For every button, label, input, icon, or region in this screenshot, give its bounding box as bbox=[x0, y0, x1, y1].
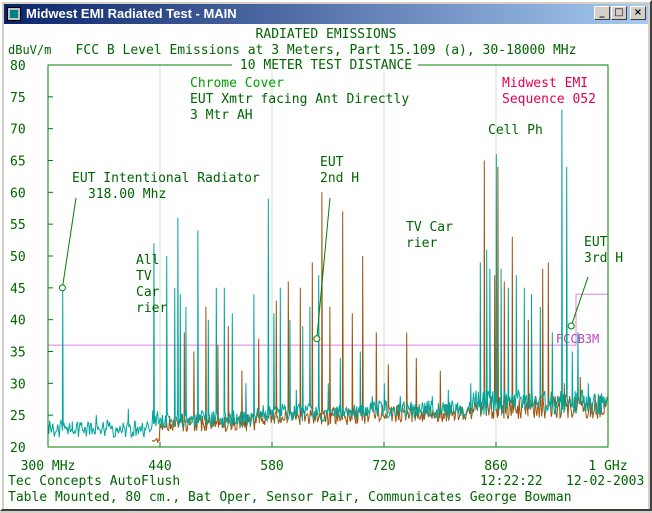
traces bbox=[47, 109, 609, 443]
x-tick-label: 300 MHz bbox=[21, 459, 76, 474]
annotation-leader bbox=[61, 197, 77, 288]
distance-label: 10 METER TEST DISTANCE bbox=[240, 58, 412, 73]
y-tick-label: 50 bbox=[10, 250, 26, 265]
annotation-marker bbox=[313, 335, 321, 343]
y-tick-label: 20 bbox=[10, 441, 26, 456]
note-antenna: 3 Mtr AH bbox=[190, 108, 253, 123]
annotation-text: 3rd H bbox=[584, 251, 623, 266]
header-title: RADIATED EMISSIONS bbox=[256, 27, 397, 42]
annotation-marker bbox=[58, 284, 66, 292]
x-tick-label: 720 bbox=[372, 459, 395, 474]
y-tick-label: 65 bbox=[10, 155, 26, 170]
annotation-text: All bbox=[136, 253, 159, 268]
y-tick-label: 60 bbox=[10, 186, 26, 201]
close-button[interactable]: × bbox=[630, 6, 646, 20]
annotation-leader bbox=[316, 197, 331, 339]
footer-setup: Table Mounted, 80 cm., Bat Oper, Sensor … bbox=[8, 490, 572, 505]
y-tick-label: 70 bbox=[10, 123, 26, 138]
header-subtitle: FCC B Level Emissions at 3 Meters, Part … bbox=[76, 43, 577, 58]
window-title: Midwest EMI Radiated Test - MAIN bbox=[26, 6, 237, 21]
note-cover: Chrome Cover bbox=[190, 76, 284, 91]
annotation-text: 2nd H bbox=[320, 171, 359, 186]
title-bar[interactable]: Midwest EMI Radiated Test - MAIN _ □ × bbox=[4, 4, 648, 24]
x-axis-ticks: 300 MHz 440 580 720 860 1 GHz bbox=[21, 442, 628, 474]
annotation-text: TV Car bbox=[406, 220, 453, 235]
x-tick-label: 860 bbox=[484, 459, 507, 474]
annotation-text: rier bbox=[406, 236, 437, 251]
green-trace bbox=[47, 109, 609, 438]
maximize-button[interactable]: □ bbox=[611, 6, 627, 20]
chart-area: FCCB3M 20 25 30 35 40 45 50 55 60 65 70 75 80 300 MH… bbox=[4, 24, 648, 509]
annotation-text: Car bbox=[136, 285, 160, 300]
footer-date: 12-02-2003 bbox=[566, 474, 644, 489]
note-lab: Midwest EMI bbox=[502, 76, 588, 91]
brown-trace bbox=[151, 160, 609, 443]
footer-software: Tec Concepts AutoFlush bbox=[8, 474, 180, 489]
annotation-text: rier bbox=[136, 301, 167, 316]
annotation-text: TV bbox=[136, 269, 152, 284]
annotation-text: EUT Intentional Radiator bbox=[72, 171, 260, 186]
y-tick-label: 45 bbox=[10, 282, 26, 297]
y-tick-label: 75 bbox=[10, 91, 26, 106]
x-tick-label: 440 bbox=[148, 459, 171, 474]
y-tick-label: 80 bbox=[10, 59, 26, 74]
y-tick-label: 55 bbox=[10, 218, 26, 233]
y-tick-label: 25 bbox=[10, 409, 26, 424]
annotation-text: EUT bbox=[320, 155, 344, 170]
x-tick-label: 1 GHz bbox=[588, 459, 627, 474]
footer-time: 12:22:22 bbox=[480, 474, 543, 489]
minimize-button[interactable]: _ bbox=[594, 6, 610, 20]
note-orientation: EUT Xmtr facing Ant Directly bbox=[190, 92, 409, 107]
unit-label: dBuV/m bbox=[8, 43, 51, 57]
app-icon bbox=[7, 7, 21, 21]
distance-label-bg bbox=[232, 58, 418, 72]
y-axis-ticks: 20 25 30 35 40 45 50 55 60 65 70 75 80 bbox=[10, 59, 53, 456]
annotation-marker bbox=[567, 322, 575, 330]
annotation-text: 318.00 Mhz bbox=[88, 187, 166, 202]
y-tick-label: 35 bbox=[10, 346, 26, 361]
y-tick-label: 40 bbox=[10, 314, 26, 329]
y-tick-label: 30 bbox=[10, 377, 26, 392]
x-tick-label: 580 bbox=[260, 459, 283, 474]
annotation-leader bbox=[570, 276, 589, 327]
annotation-text: Cell Ph bbox=[488, 123, 543, 138]
note-sequence: Sequence 052 bbox=[502, 92, 596, 107]
annotation-text: EUT bbox=[584, 235, 608, 250]
